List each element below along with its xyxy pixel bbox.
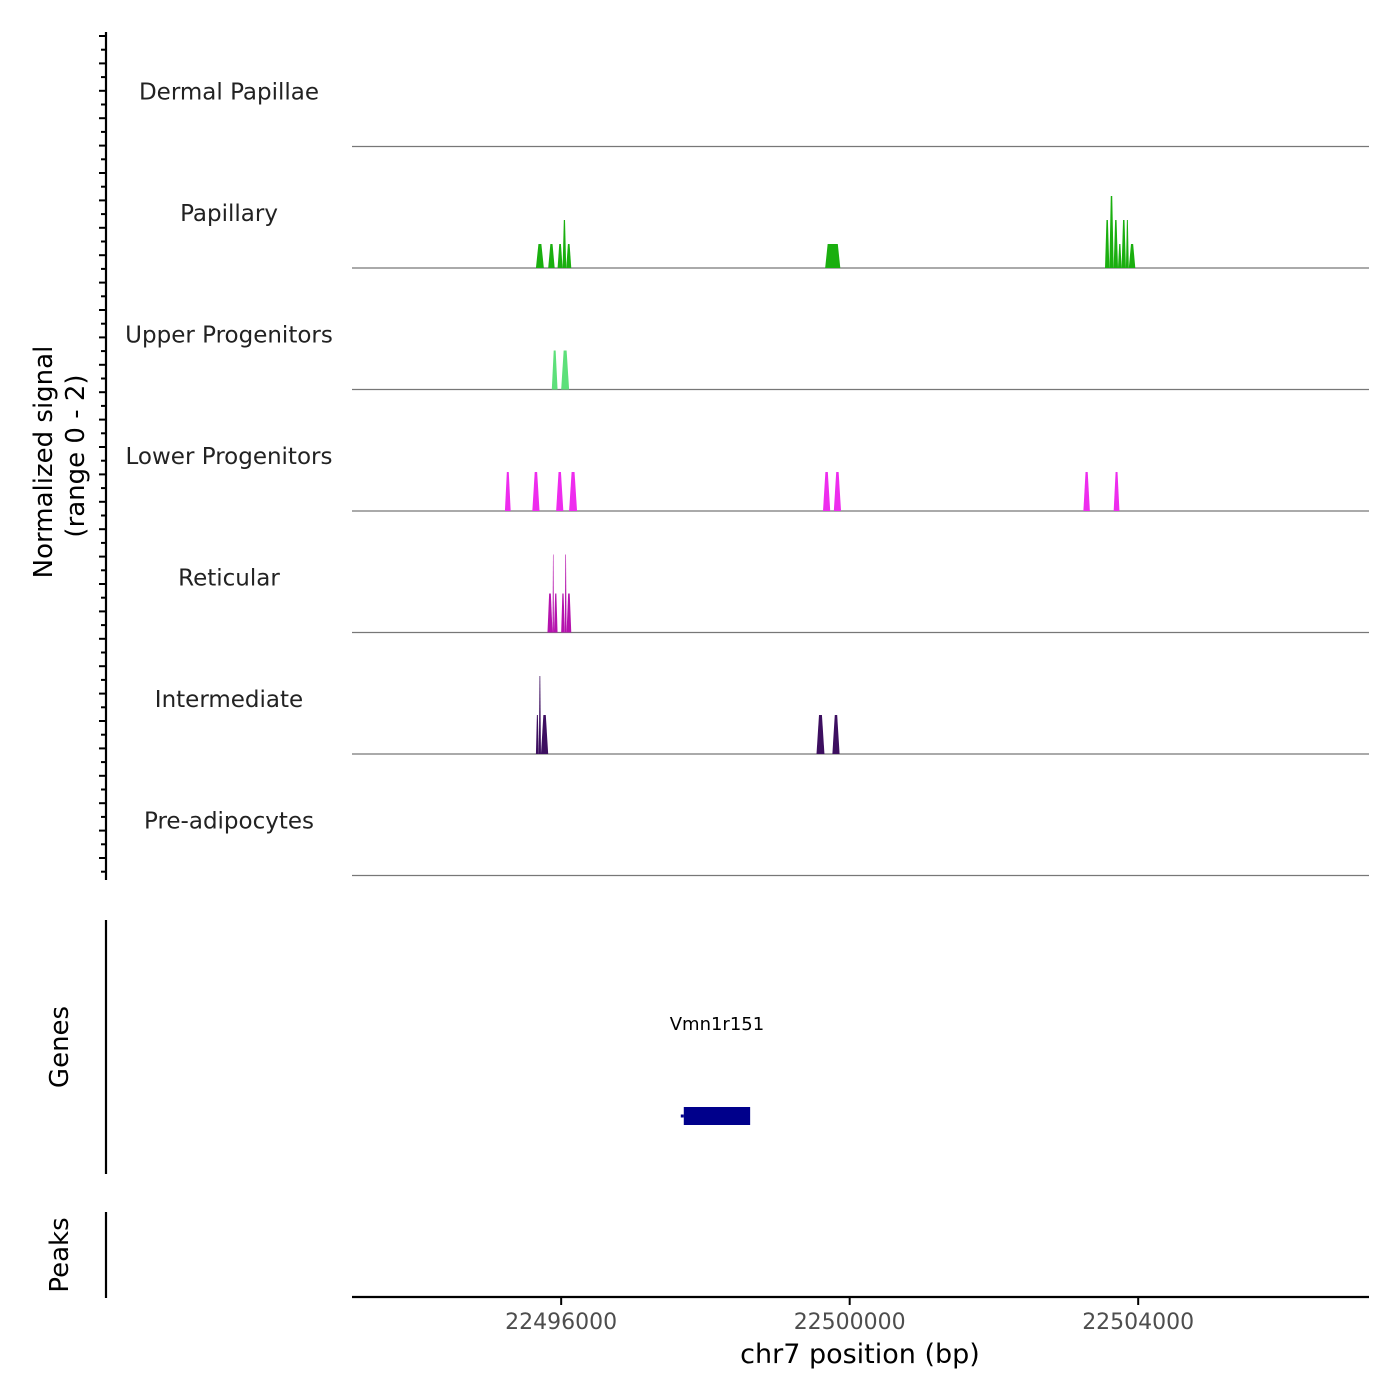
coverage-peak <box>535 715 539 754</box>
x-tick-label: 22500000 <box>794 1310 906 1335</box>
coverage-peak <box>566 593 572 633</box>
coverage-peak <box>547 593 553 633</box>
x-tick-label: 22504000 <box>1082 1310 1194 1335</box>
coverage-peak <box>557 244 563 268</box>
x-axis-title: chr7 position (bp) <box>740 1339 980 1370</box>
x-ticks: 22496000 22500000 22504000 <box>505 1297 1194 1335</box>
coverage-peak <box>562 220 567 268</box>
x-axis: 22496000 22500000 22504000 chr7 position (… <box>352 1295 1369 1370</box>
coverage-peak <box>1105 220 1110 268</box>
coverage-peak <box>504 472 511 511</box>
track-3: Lower Progenitors <box>126 444 1369 512</box>
coverage-peak <box>548 244 555 268</box>
gene-items: Vmn1r151 <box>670 1014 764 1125</box>
genes-y-label: Genes <box>45 1006 75 1088</box>
coverage-peak <box>551 350 558 390</box>
coverage-peak <box>561 350 570 390</box>
coverage-peak <box>535 244 544 268</box>
coverage-peak <box>822 472 831 511</box>
track-0: Dermal Papillae <box>139 80 1369 148</box>
coverage-peak <box>566 244 572 268</box>
coverage-peak <box>538 676 541 754</box>
track-label: Reticular <box>178 566 280 592</box>
coverage-peak <box>556 472 564 511</box>
track-label: Dermal Papillae <box>139 80 319 106</box>
track-5: Intermediate <box>155 676 1369 755</box>
coverage-tracks: Dermal Papillae Papillary Upper Progenitor… <box>125 80 1369 877</box>
coverage-peak <box>832 715 840 754</box>
track-label: Pre-adipocytes <box>144 809 314 835</box>
coverage-y-label-line1: Normalized signal <box>29 346 59 579</box>
track-1: Papillary <box>180 196 1369 269</box>
coverage-peak <box>553 593 558 633</box>
x-tick-label: 22496000 <box>505 1310 617 1335</box>
coverage-peak <box>1117 244 1122 268</box>
track-6: Pre-adipocytes <box>144 809 1369 877</box>
coverage-peak <box>552 554 554 633</box>
coverage-peak <box>569 472 578 511</box>
track-label: Intermediate <box>155 687 303 713</box>
genes-panel: Genes Vmn1r151 <box>45 920 764 1174</box>
coverage-peak <box>1113 472 1120 511</box>
peaks-y-label: Peaks <box>45 1217 75 1292</box>
peaks-panel: Peaks <box>45 1212 108 1298</box>
track-2: Upper Progenitors <box>125 323 1369 391</box>
coverage-peak <box>1121 220 1126 268</box>
coverage-peak <box>561 593 565 633</box>
coverage-peak <box>1083 472 1090 511</box>
track-4: Reticular <box>178 554 1369 634</box>
coverage-peak <box>532 472 540 511</box>
coverage-peak <box>540 715 549 754</box>
gene-label: Vmn1r151 <box>670 1014 764 1035</box>
coverage-peak <box>833 472 842 511</box>
track-label: Lower Progenitors <box>126 444 333 470</box>
gene-body <box>683 1107 751 1125</box>
track-label: Papillary <box>180 201 278 227</box>
coverage-peak <box>1109 196 1114 268</box>
coverage-peak <box>564 554 567 633</box>
coverage-peak <box>1128 244 1136 268</box>
coverage-peak <box>1125 220 1129 268</box>
coverage-panel: Normalized signal (range 0 - 2) Dermal P… <box>29 32 1369 880</box>
coverage-peak <box>825 244 841 268</box>
track-label: Upper Progenitors <box>125 323 333 349</box>
coverage-y-ticks <box>99 35 106 873</box>
coverage-peak <box>816 715 825 754</box>
coverage-peak <box>1113 220 1118 268</box>
coverage-y-label-line2: (range 0 - 2) <box>61 374 91 537</box>
